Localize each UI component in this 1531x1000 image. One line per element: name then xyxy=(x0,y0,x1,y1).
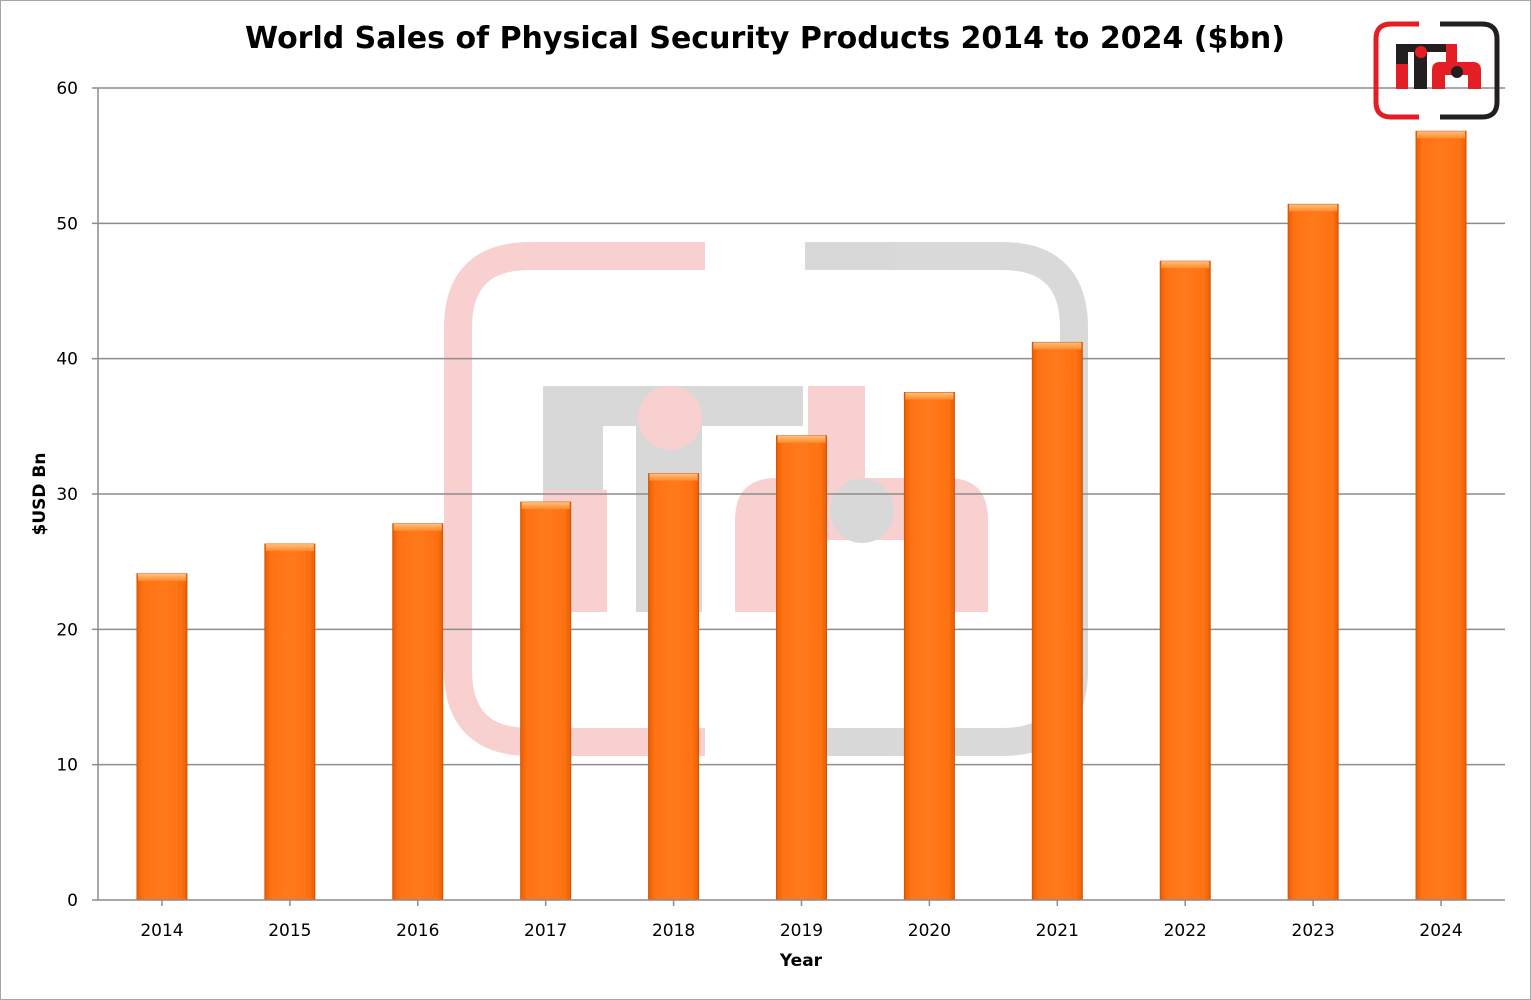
bar-2014 xyxy=(136,573,188,901)
bar-cap xyxy=(1161,261,1210,269)
y-tick-label: 10 xyxy=(56,756,78,776)
x-tick-label: 2015 xyxy=(268,921,311,941)
bar-2022 xyxy=(1159,260,1211,901)
x-tick-label: 2023 xyxy=(1292,921,1335,941)
bar xyxy=(1031,341,1083,901)
y-tick-labels: 0 10 20 30 40 50 60 xyxy=(56,79,78,911)
y-tick-label: 30 xyxy=(56,485,78,505)
bar xyxy=(648,473,700,901)
x-tick-label: 2022 xyxy=(1164,921,1207,941)
bar-cap xyxy=(137,573,186,581)
bar-cap xyxy=(521,502,570,510)
bars xyxy=(136,130,1467,901)
bar xyxy=(776,435,827,901)
bar-2017 xyxy=(520,501,572,901)
bar xyxy=(1415,130,1467,901)
x-tick-label: 2016 xyxy=(396,921,439,941)
x-tick-label: 2014 xyxy=(140,921,183,941)
bar-2021 xyxy=(1031,341,1083,901)
bar-cap xyxy=(905,392,954,400)
y-axis-label: $USD Bn xyxy=(30,453,50,536)
bar xyxy=(392,523,444,901)
y-tick-label: 60 xyxy=(56,79,78,99)
y-tick-label: 20 xyxy=(56,620,78,640)
bar-2023 xyxy=(1287,203,1339,901)
x-tick-label: 2021 xyxy=(1036,921,1079,941)
x-tick-label: 2019 xyxy=(780,921,823,941)
bar-2024 xyxy=(1415,130,1467,901)
y-tick-label: 0 xyxy=(67,891,78,911)
bar-cap xyxy=(265,544,314,552)
y-tick-label: 40 xyxy=(56,350,78,370)
y-tick-label: 50 xyxy=(56,214,78,234)
bar-2018 xyxy=(648,473,700,901)
bar-cap xyxy=(1417,131,1466,139)
bar-2016 xyxy=(392,523,444,901)
x-tick-label: 2024 xyxy=(1419,921,1462,941)
bar xyxy=(1287,203,1339,901)
ifsec-logo-icon xyxy=(1373,21,1500,120)
bar-cap xyxy=(393,523,442,531)
x-tick-label: 2018 xyxy=(652,921,695,941)
bar xyxy=(264,543,316,901)
x-tick-label: 2017 xyxy=(524,921,567,941)
bar-cap xyxy=(1033,342,1082,350)
bar-cap xyxy=(777,435,826,443)
bar-2019 xyxy=(776,435,827,901)
x-tick-label: 2020 xyxy=(908,921,951,941)
bar-2015 xyxy=(264,543,316,901)
bar xyxy=(136,573,188,901)
bar xyxy=(1159,260,1211,901)
bar-2020 xyxy=(903,392,955,901)
axes xyxy=(97,88,1505,901)
bar xyxy=(520,501,572,901)
chart-title: World Sales of Physical Security Product… xyxy=(245,21,1285,56)
x-axis-label: Year xyxy=(779,951,823,971)
bar-cap xyxy=(1289,204,1338,212)
bar xyxy=(903,392,955,901)
bar-cap xyxy=(649,473,698,481)
x-tick-labels: 2014 2015 2016 2017 2018 2019 2020 2021 2022 2023… xyxy=(140,921,1462,941)
